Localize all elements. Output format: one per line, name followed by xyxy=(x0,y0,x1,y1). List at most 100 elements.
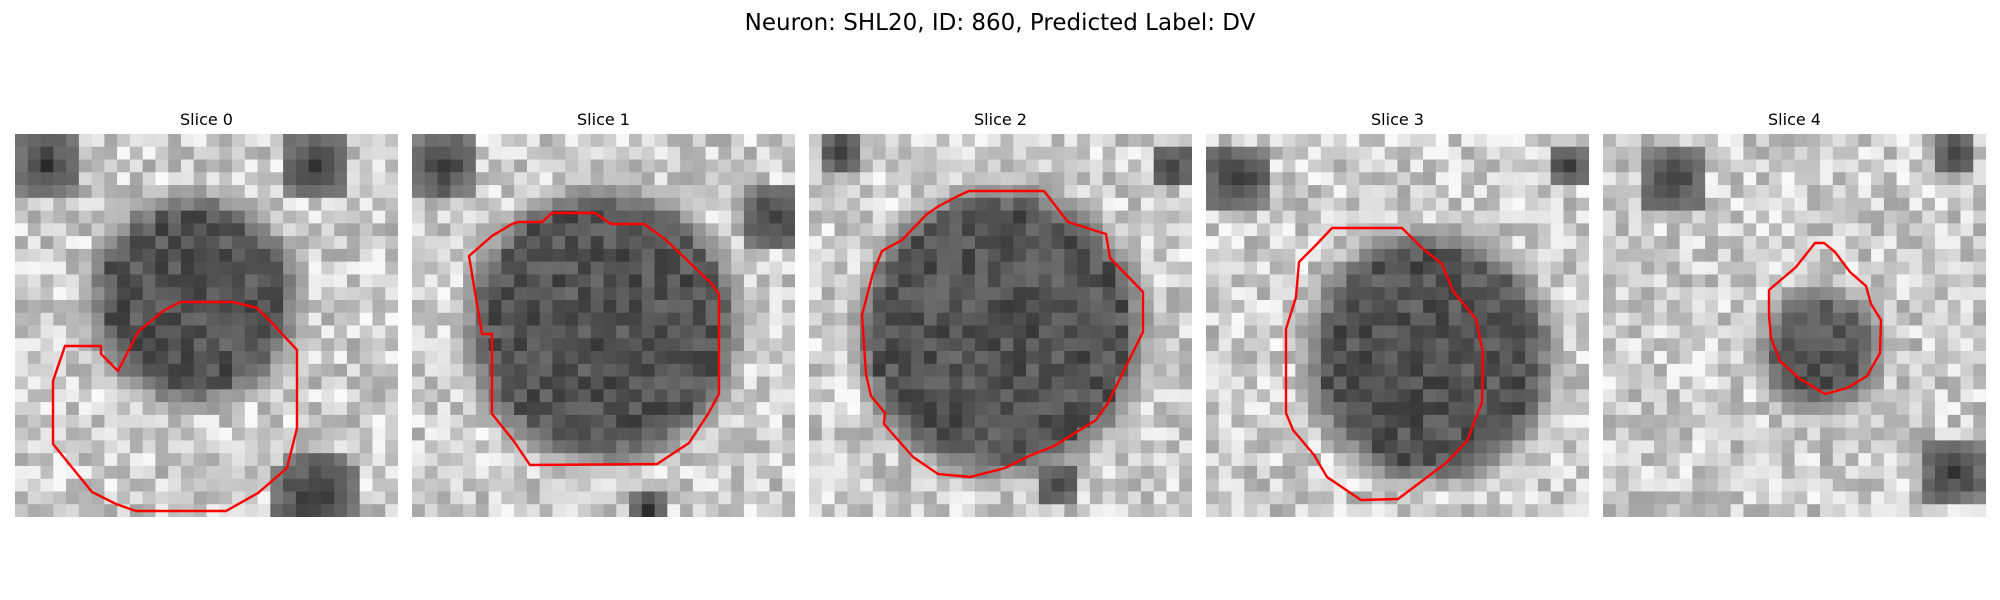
image-pixel xyxy=(705,172,719,186)
image-pixel xyxy=(1064,146,1078,161)
image-pixel xyxy=(514,159,528,173)
image-pixel xyxy=(1896,414,1910,429)
image-pixel xyxy=(1013,287,1027,301)
image-pixel xyxy=(1013,134,1027,148)
image-pixel xyxy=(1512,134,1526,148)
image-pixel xyxy=(705,414,719,429)
image-pixel xyxy=(244,351,259,365)
image-pixel xyxy=(1064,134,1078,148)
image-pixel xyxy=(641,478,656,493)
image-pixel xyxy=(475,185,490,199)
image-pixel xyxy=(949,427,963,441)
image-pixel xyxy=(1679,338,1693,352)
image-pixel xyxy=(680,453,694,467)
image-pixel xyxy=(809,261,823,276)
image-pixel xyxy=(936,453,951,467)
image-pixel xyxy=(1499,504,1513,517)
image-pixel xyxy=(1295,504,1309,517)
image-pixel xyxy=(769,453,783,467)
image-pixel xyxy=(1525,376,1539,390)
image-pixel xyxy=(1692,299,1706,314)
image-pixel xyxy=(539,389,554,403)
image-pixel xyxy=(731,440,745,454)
image-pixel xyxy=(1320,338,1335,352)
image-pixel xyxy=(180,185,195,199)
image-pixel xyxy=(885,274,899,288)
image-pixel xyxy=(1666,351,1681,365)
image-pixel xyxy=(1845,453,1859,467)
image-pixel xyxy=(168,287,182,301)
image-pixel xyxy=(1218,376,1233,390)
image-pixel xyxy=(705,210,719,224)
image-pixel xyxy=(40,325,54,339)
image-pixel xyxy=(629,376,643,390)
image-pixel xyxy=(104,248,118,263)
image-pixel xyxy=(718,491,732,505)
image-pixel xyxy=(1486,427,1501,441)
image-pixel xyxy=(1218,287,1233,301)
roi-outline xyxy=(1284,226,1485,502)
image-pixel xyxy=(680,185,694,199)
image-pixel xyxy=(475,504,490,517)
image-pixel xyxy=(769,185,783,199)
image-pixel xyxy=(180,491,195,505)
image-pixel xyxy=(475,197,490,212)
image-pixel xyxy=(1654,376,1668,390)
image-pixel xyxy=(295,197,310,212)
image-pixel xyxy=(949,504,963,517)
image-pixel xyxy=(1858,478,1872,493)
image-pixel xyxy=(1128,197,1142,212)
image-pixel xyxy=(1371,197,1386,212)
image-pixel xyxy=(1282,261,1296,276)
image-pixel xyxy=(1896,185,1910,199)
image-pixel xyxy=(577,491,592,505)
image-pixel xyxy=(911,504,925,517)
image-pixel xyxy=(488,248,502,263)
image-pixel xyxy=(1705,134,1719,148)
image-pixel xyxy=(1705,325,1719,339)
image-pixel xyxy=(1474,465,1488,480)
image-pixel xyxy=(475,414,490,429)
image-pixel xyxy=(552,299,566,314)
image-pixel xyxy=(577,325,592,339)
image-pixel xyxy=(450,414,464,429)
image-pixel xyxy=(743,185,758,199)
image-pixel xyxy=(1679,325,1693,339)
image-pixel xyxy=(1320,134,1335,148)
image-pixel xyxy=(283,274,297,288)
image-pixel xyxy=(1576,351,1589,365)
image-pixel xyxy=(308,172,322,186)
image-pixel xyxy=(539,312,554,327)
image-pixel xyxy=(1692,248,1706,263)
image-pixel xyxy=(1654,402,1668,416)
image-pixel xyxy=(463,312,477,327)
image-pixel xyxy=(104,159,118,173)
image-pixel xyxy=(66,478,80,493)
image-pixel xyxy=(1909,210,1923,224)
image-pixel xyxy=(1743,236,1757,250)
image-pixel xyxy=(769,197,783,212)
image-pixel xyxy=(680,351,694,365)
image-pixel xyxy=(936,440,951,454)
image-pixel xyxy=(78,504,93,517)
image-pixel xyxy=(155,465,169,480)
image-pixel xyxy=(1461,414,1475,429)
image-pixel xyxy=(821,299,836,314)
image-pixel xyxy=(1666,261,1681,276)
image-pixel xyxy=(1871,402,1885,416)
image-pixel xyxy=(809,325,823,339)
image-pixel xyxy=(885,185,899,199)
image-pixel xyxy=(539,261,554,276)
image-pixel xyxy=(1947,465,1962,480)
image-pixel xyxy=(1397,248,1411,263)
image-pixel xyxy=(257,363,271,378)
image-pixel xyxy=(629,478,643,493)
image-pixel xyxy=(359,261,374,276)
image-pixel xyxy=(1512,376,1526,390)
image-pixel xyxy=(334,478,348,493)
image-pixel xyxy=(1717,261,1732,276)
image-pixel xyxy=(1153,248,1168,263)
image-pixel xyxy=(488,389,502,403)
image-pixel xyxy=(1550,287,1565,301)
image-pixel xyxy=(1038,197,1053,212)
